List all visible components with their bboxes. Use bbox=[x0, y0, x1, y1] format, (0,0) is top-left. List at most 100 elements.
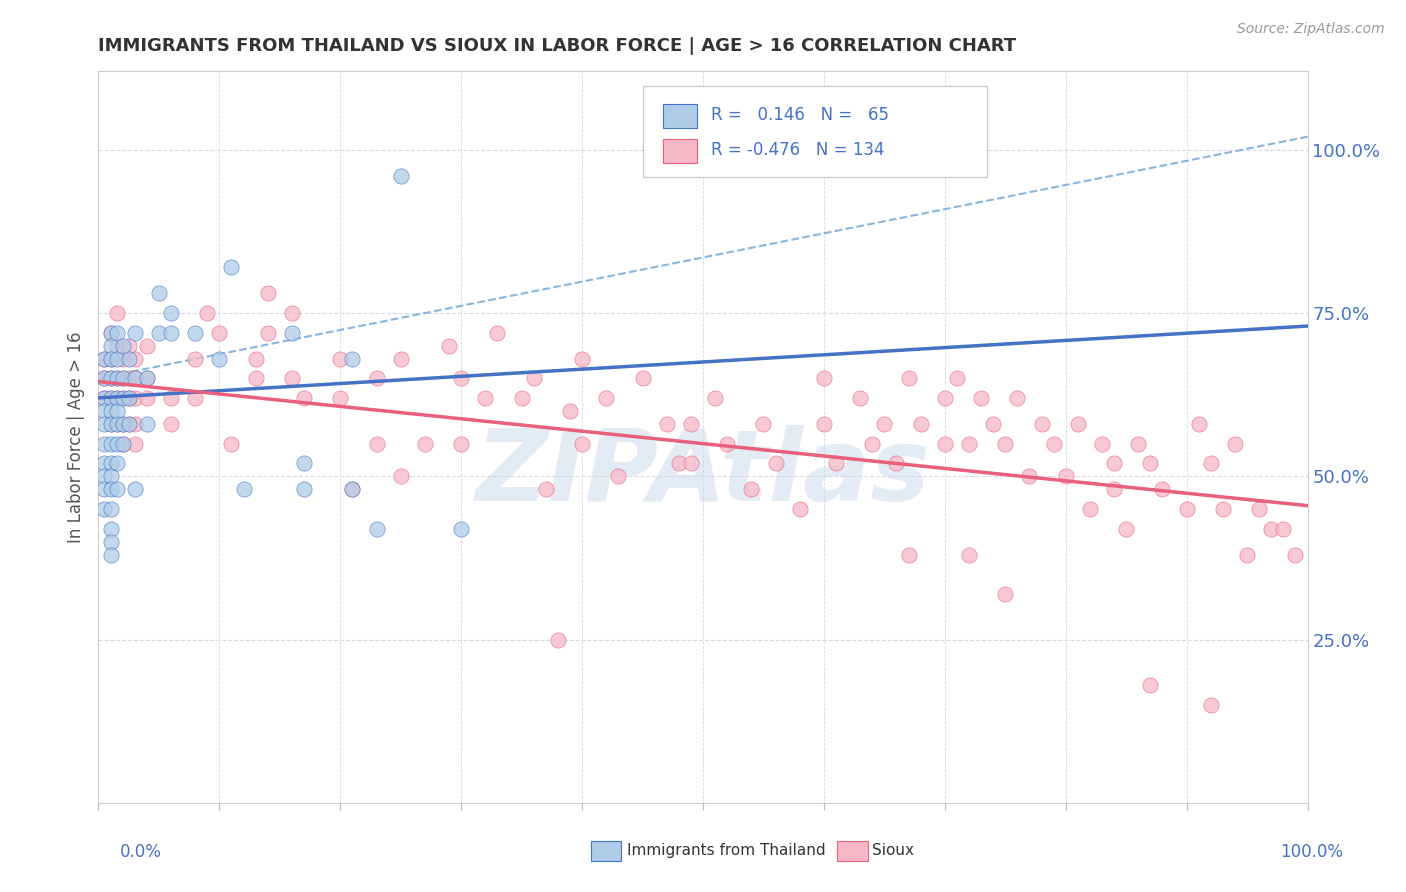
Point bbox=[100, 371, 122, 385]
Point bbox=[1102, 483, 1125, 497]
Point bbox=[860, 436, 883, 450]
Point bbox=[1115, 521, 1137, 535]
Point bbox=[221, 260, 243, 275]
Point bbox=[1212, 502, 1234, 516]
Point bbox=[93, 456, 115, 470]
Text: 0.0%: 0.0% bbox=[120, 843, 162, 861]
Point bbox=[100, 371, 122, 385]
Point bbox=[111, 339, 134, 353]
Point bbox=[100, 351, 122, 366]
Point bbox=[93, 351, 115, 366]
Point bbox=[93, 371, 115, 385]
Point bbox=[740, 483, 762, 497]
Point bbox=[389, 169, 412, 183]
Text: ZIPAtlas: ZIPAtlas bbox=[475, 425, 931, 522]
Point bbox=[118, 371, 141, 385]
Point bbox=[957, 548, 980, 562]
Point bbox=[1236, 548, 1258, 562]
Point bbox=[1139, 678, 1161, 692]
Point bbox=[93, 417, 115, 431]
Point bbox=[679, 456, 702, 470]
Point bbox=[118, 351, 141, 366]
Point bbox=[1067, 417, 1090, 431]
Point bbox=[292, 391, 315, 405]
Point bbox=[558, 404, 581, 418]
Point bbox=[148, 326, 170, 340]
Bar bbox=[664, 103, 697, 128]
Point bbox=[510, 391, 533, 405]
Point bbox=[160, 326, 183, 340]
Bar bbox=[664, 138, 697, 163]
Point bbox=[366, 436, 388, 450]
Point bbox=[668, 456, 690, 470]
Point bbox=[100, 404, 122, 418]
Point bbox=[1128, 436, 1150, 450]
Point bbox=[1054, 469, 1077, 483]
Point bbox=[342, 483, 364, 497]
Point bbox=[1199, 456, 1222, 470]
Point bbox=[1152, 483, 1174, 497]
Point bbox=[93, 502, 115, 516]
Point bbox=[450, 521, 472, 535]
Point bbox=[716, 436, 738, 450]
Point bbox=[195, 306, 218, 320]
Point bbox=[118, 417, 141, 431]
Point bbox=[547, 632, 569, 647]
Point bbox=[100, 326, 122, 340]
Point bbox=[1188, 417, 1211, 431]
FancyBboxPatch shape bbox=[643, 86, 987, 178]
Point bbox=[100, 469, 122, 483]
Point bbox=[281, 371, 304, 385]
Point bbox=[111, 371, 134, 385]
Point bbox=[160, 391, 183, 405]
Point bbox=[124, 371, 146, 385]
Point bbox=[105, 391, 128, 405]
Point bbox=[100, 391, 122, 405]
Point bbox=[886, 456, 908, 470]
Point bbox=[789, 502, 811, 516]
Point bbox=[245, 351, 267, 366]
Point bbox=[208, 326, 231, 340]
Point bbox=[184, 326, 207, 340]
Point bbox=[994, 587, 1017, 601]
Point bbox=[148, 286, 170, 301]
Point bbox=[1139, 456, 1161, 470]
Point bbox=[897, 371, 920, 385]
Point bbox=[1018, 469, 1040, 483]
Point bbox=[256, 286, 278, 301]
Point bbox=[946, 371, 969, 385]
Point bbox=[1199, 698, 1222, 712]
Point bbox=[486, 326, 509, 340]
Point bbox=[1102, 456, 1125, 470]
Point bbox=[111, 436, 134, 450]
Point bbox=[292, 456, 315, 470]
Point bbox=[160, 306, 183, 320]
Point bbox=[124, 417, 146, 431]
Point bbox=[124, 371, 146, 385]
Point bbox=[1007, 391, 1029, 405]
Point bbox=[105, 391, 128, 405]
Point bbox=[655, 417, 678, 431]
Point bbox=[607, 469, 630, 483]
Point bbox=[184, 391, 207, 405]
Point bbox=[232, 483, 254, 497]
Point bbox=[389, 351, 412, 366]
Point bbox=[100, 351, 122, 366]
Point bbox=[111, 351, 134, 366]
Point bbox=[413, 436, 436, 450]
Point bbox=[105, 371, 128, 385]
Point bbox=[105, 371, 128, 385]
Point bbox=[292, 483, 315, 497]
Point bbox=[93, 391, 115, 405]
Point bbox=[124, 436, 146, 450]
Point bbox=[437, 339, 460, 353]
Point bbox=[118, 339, 141, 353]
Text: Sioux: Sioux bbox=[872, 844, 914, 858]
Text: R =   0.146   N =   65: R = 0.146 N = 65 bbox=[711, 105, 890, 123]
Point bbox=[1031, 417, 1053, 431]
Point bbox=[825, 456, 848, 470]
Point bbox=[534, 483, 557, 497]
Point bbox=[124, 483, 146, 497]
Point bbox=[105, 417, 128, 431]
Point bbox=[100, 417, 122, 431]
